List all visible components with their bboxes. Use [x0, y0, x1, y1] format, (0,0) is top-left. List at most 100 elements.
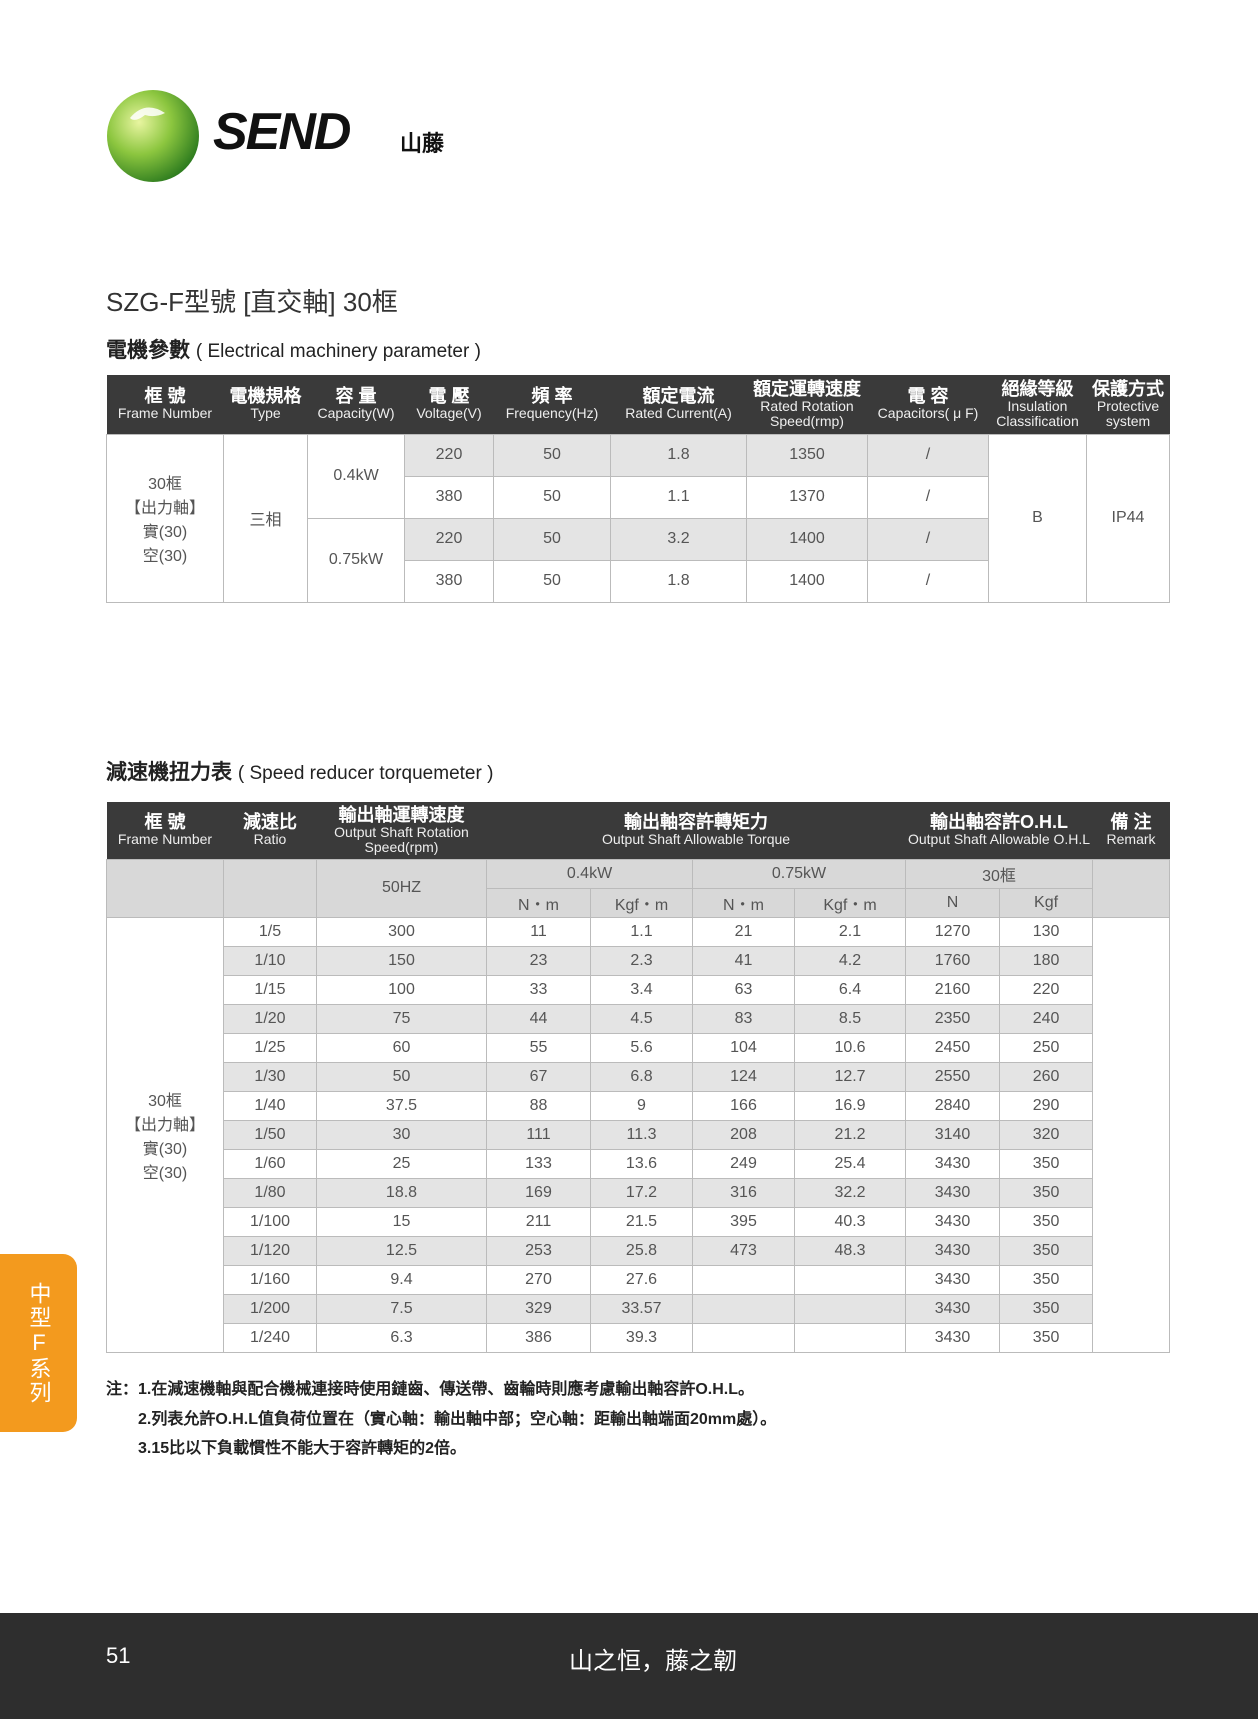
- frame-line: 實(30): [142, 1140, 188, 1158]
- value-cell: 25.8: [590, 1235, 693, 1266]
- value-cell: 2160: [905, 974, 1001, 1005]
- value-cell: 27.6: [590, 1264, 693, 1295]
- section-title-en: ( Speed reducer torquemeter ): [237, 763, 494, 784]
- torque-table: 框 號 Frame Number 減速比 Ratio 輸出軸運轉速度 Output Sha…: [106, 802, 1171, 1353]
- unit-cell: N: [905, 887, 1001, 918]
- value-cell: [793, 1293, 907, 1324]
- value-cell: 169: [486, 1177, 591, 1208]
- value-cell: 1/20: [223, 1003, 317, 1034]
- value-cell: 3.2: [610, 517, 747, 561]
- value-cell: 6.3: [316, 1322, 487, 1353]
- value-cell: 3430: [905, 1235, 1001, 1266]
- header-en: Rated Rotation Speed(rmp): [760, 398, 854, 429]
- value-cell: 1.8: [610, 559, 747, 603]
- value-cell: 1270: [905, 916, 1001, 947]
- value-cell: 386: [486, 1322, 591, 1353]
- value-cell: 1/40: [223, 1090, 317, 1121]
- value-cell: 111: [486, 1119, 591, 1150]
- brand-name-zh: 山藤: [400, 131, 445, 156]
- value-cell: 37.5: [316, 1090, 487, 1121]
- power-0-75kw: 0.75kW: [691, 858, 907, 889]
- value-cell: 2450: [905, 1032, 1001, 1063]
- column-header: 額定運轉速度 Rated Rotation Speed(rmp): [746, 375, 868, 434]
- value-cell: 329: [486, 1293, 591, 1324]
- table-row: 1/80 18.8 169 17.2 316 32.2 3430 350: [107, 1177, 1170, 1208]
- section-title-en: ( Electrical machinery parameter ): [195, 341, 481, 362]
- section-title-electrical: 電機參數 ( Electrical machinery parameter ): [106, 334, 481, 364]
- value-cell: 1350: [746, 433, 868, 477]
- value-cell: 10.6: [793, 1032, 907, 1063]
- value-cell: 260: [999, 1061, 1094, 1092]
- value-cell: 1/30: [223, 1061, 317, 1092]
- value-cell: 211: [486, 1206, 591, 1237]
- value-cell: 220: [404, 433, 494, 477]
- capacity-cell: 0.75kW: [307, 517, 405, 603]
- value-cell: 3430: [905, 1293, 1001, 1324]
- column-header: 電 容 Capacitors( μ F): [867, 375, 989, 434]
- value-cell: 208: [692, 1119, 795, 1150]
- value-cell: 380: [404, 475, 494, 519]
- header-zh: 保護方式: [1092, 379, 1164, 400]
- page-number: 51: [106, 1643, 131, 1668]
- value-cell: 1/80: [223, 1177, 317, 1208]
- value-cell: 67: [486, 1061, 591, 1092]
- value-cell: 1/240: [223, 1322, 317, 1353]
- brand-name: SEND: [213, 103, 351, 161]
- value-cell: /: [867, 433, 989, 477]
- value-cell: 1.1: [610, 475, 747, 519]
- value-cell: 2840: [905, 1090, 1001, 1121]
- header-en: Frequency(Hz): [505, 405, 599, 422]
- header-zh: 電 壓: [428, 386, 470, 407]
- value-cell: 320: [999, 1119, 1094, 1150]
- header-zh: 框 號: [144, 386, 186, 407]
- header-en: Type: [250, 405, 281, 422]
- header-zh: 電機規格: [229, 386, 302, 407]
- header-en: Capacity(W): [317, 405, 395, 422]
- blank-cell: [1092, 858, 1171, 918]
- electrical-parameter-table: 框 號 Frame Number 電機規格 Type 容 量 Capacity(W) 電 壓…: [106, 375, 1170, 603]
- table-row: 1/240 6.3 386 39.3 3430 350: [107, 1322, 1170, 1353]
- value-cell: 88: [486, 1090, 591, 1121]
- value-cell: 12.5: [316, 1235, 487, 1266]
- value-cell: 50: [493, 433, 611, 477]
- table-row: 0.75kW 220 50 3.2 1400/: [107, 517, 1170, 603]
- value-cell: /: [867, 559, 989, 603]
- value-cell: 253: [486, 1235, 591, 1266]
- header-en: Output Shaft Allowable Torque: [601, 831, 791, 848]
- value-cell: 7.5: [316, 1293, 487, 1324]
- column-header: 額定電流 Rated Current(A): [610, 375, 747, 434]
- frame-line: 【出力軸】: [124, 500, 205, 517]
- notes: 注：1.在減速機軸與配合機械連接時使用鏈齒、傳送帶、齒輪時則應考慮輸出軸容許O.…: [106, 1375, 776, 1464]
- value-cell: 290: [999, 1090, 1094, 1121]
- value-cell: 33.57: [590, 1293, 693, 1324]
- blank-cell: [106, 858, 224, 918]
- value-cell: 1370: [746, 475, 868, 519]
- value-cell: 1760: [905, 945, 1001, 976]
- table-row: 1/10 150 23 2.3 41 4.2 1760 180: [107, 945, 1170, 976]
- header-zh: 容 量: [335, 386, 377, 407]
- header-en: Output Shaft Rotation Speed(rpm): [334, 824, 469, 855]
- table-row: 30框 【出力軸】 實(30) 空(30) 1/5 300 11 1.1 21 2.1 1270 13…: [106, 916, 1171, 1353]
- ohl-frame: 30框: [905, 858, 1094, 889]
- page-title: SZG-F型號 [直交軸] 30框: [106, 287, 398, 317]
- value-cell: 3430: [905, 1177, 1001, 1208]
- header-zh: 輸出軸運轉速度: [338, 805, 465, 826]
- value-cell: 25.4: [793, 1148, 907, 1179]
- value-cell: 50: [493, 517, 611, 561]
- value-cell: 380: [404, 559, 494, 603]
- value-cell: 21.5: [590, 1206, 693, 1237]
- value-cell: 130: [999, 916, 1094, 947]
- value-cell: 18.8: [316, 1177, 487, 1208]
- value-cell: 17.2: [590, 1177, 693, 1208]
- value-cell: 220: [404, 517, 494, 561]
- header-zh: 輸出軸容許轉矩力: [624, 812, 769, 833]
- value-cell: 40.3: [793, 1206, 907, 1237]
- value-cell: 12.7: [793, 1061, 907, 1092]
- table-row: 1/50 30 111 11.3 208 21.2 3140 320: [107, 1119, 1170, 1150]
- value-cell: 11.3: [590, 1119, 693, 1150]
- column-header: 電機規格 Type: [223, 375, 308, 434]
- value-cell: 1/50: [223, 1119, 317, 1150]
- freq-cell: 50HZ: [316, 858, 487, 918]
- value-cell: 350: [999, 1264, 1094, 1295]
- value-cell: [692, 1322, 795, 1353]
